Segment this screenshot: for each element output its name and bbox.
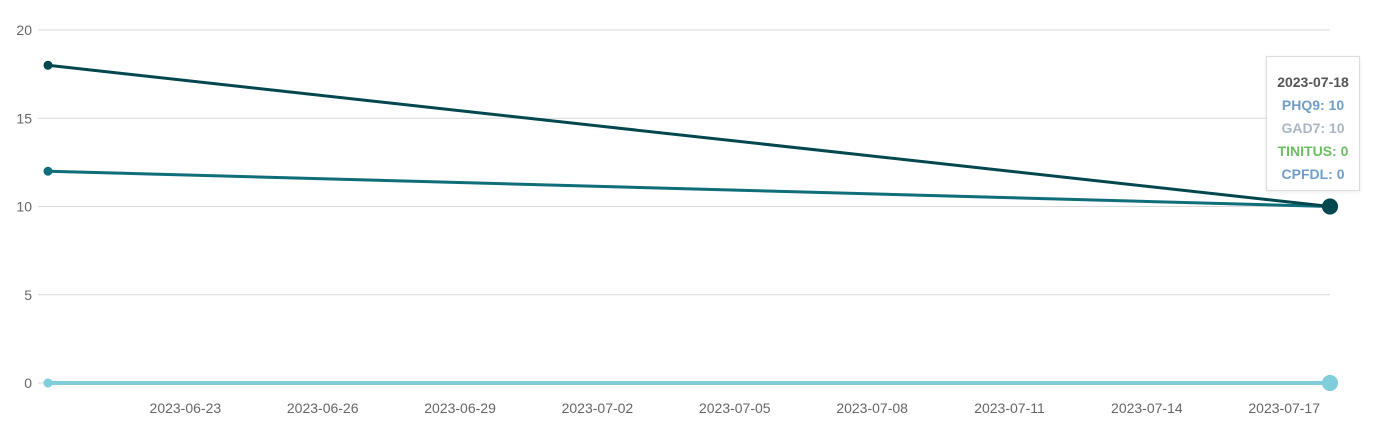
series-line-gad7: [46, 63, 1332, 208]
point-tinitus-2023-06-20: [43, 378, 53, 388]
x-tick-label-2023-07-11: 2023-07-11: [974, 400, 1045, 416]
tooltip-row-cpfdl: CPFDL: 0: [1281, 166, 1345, 182]
x-tick-label-2023-07-05: 2023-07-05: [699, 400, 771, 416]
y-tick-label-15: 15: [16, 110, 32, 126]
x-tick-label-2023-07-17: 2023-07-17: [1248, 400, 1320, 416]
y-axis-tick-labels: 0 5 10 15 20: [16, 22, 32, 391]
y-tick-label-20: 20: [16, 22, 32, 38]
grid-lines: [38, 29, 1330, 384]
series-points: [43, 60, 1338, 391]
series-lines: [46, 63, 1332, 385]
tooltip-row-tinitus: TINITUS: 0: [1277, 143, 1349, 159]
point-phq9-2023-06-20: [43, 166, 53, 176]
point-gad7-2023-07-18: [1322, 198, 1338, 215]
y-tick-label-0: 0: [24, 375, 32, 391]
series-line-phq9: [46, 169, 1332, 208]
tooltip-row-gad7: GAD7: 10: [1281, 120, 1345, 136]
tooltip-row-phq9: PHQ9: 10: [1281, 97, 1345, 113]
y-tick-label-5: 5: [24, 287, 32, 303]
x-axis-tick-labels: 2023-06-23 2023-06-26 2023-06-29 2023-07-02…: [150, 400, 1321, 416]
x-tick-label-2023-06-23: 2023-06-23: [150, 400, 222, 416]
chart-tooltip: 2023-07-18 PHQ9: 10 GAD7: 10 TINITUS: 0 …: [1266, 56, 1360, 191]
x-tick-label-2023-06-26: 2023-06-26: [287, 400, 359, 416]
point-tinitus-2023-07-18: [1322, 375, 1338, 391]
x-tick-label-2023-07-02: 2023-07-02: [562, 400, 634, 416]
x-tick-label-2023-07-14: 2023-07-14: [1111, 400, 1183, 416]
x-tick-label-2023-06-29: 2023-06-29: [424, 400, 496, 416]
point-gad7-2023-06-20: [43, 60, 53, 70]
y-tick-label-10: 10: [16, 199, 32, 215]
x-tick-label-2023-07-08: 2023-07-08: [836, 400, 908, 416]
tooltip-date: 2023-07-18: [1277, 74, 1349, 90]
